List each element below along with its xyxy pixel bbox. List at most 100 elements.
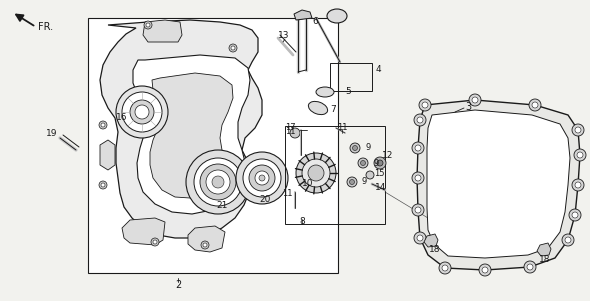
Polygon shape (417, 100, 580, 270)
Circle shape (412, 172, 424, 184)
Circle shape (243, 159, 281, 197)
Text: 18: 18 (430, 246, 441, 255)
Polygon shape (424, 234, 438, 247)
Text: 20: 20 (260, 194, 271, 203)
Circle shape (99, 121, 107, 129)
Circle shape (417, 235, 423, 241)
Circle shape (524, 261, 536, 273)
Circle shape (236, 152, 288, 204)
Bar (88, 18, 338, 273)
Circle shape (206, 170, 230, 194)
Text: 9: 9 (373, 159, 378, 167)
Circle shape (572, 124, 584, 136)
Circle shape (255, 171, 269, 185)
Circle shape (422, 102, 428, 108)
Text: 4: 4 (376, 66, 382, 75)
Text: 18: 18 (539, 256, 550, 265)
Circle shape (472, 97, 478, 103)
Circle shape (415, 145, 421, 151)
Circle shape (469, 94, 481, 106)
Circle shape (527, 264, 533, 270)
Circle shape (194, 158, 242, 206)
Text: 5: 5 (345, 88, 350, 97)
Text: FR.: FR. (38, 22, 53, 32)
Circle shape (479, 264, 491, 276)
Circle shape (144, 21, 152, 29)
Text: 15: 15 (374, 169, 385, 178)
Polygon shape (122, 218, 165, 245)
Polygon shape (133, 55, 250, 214)
Text: 8: 8 (299, 218, 305, 226)
Circle shape (412, 142, 424, 154)
Text: 17: 17 (285, 123, 296, 132)
Circle shape (442, 265, 448, 271)
Text: 19: 19 (46, 129, 58, 138)
Circle shape (238, 173, 242, 177)
Circle shape (116, 86, 168, 138)
Circle shape (302, 159, 330, 187)
Circle shape (290, 128, 300, 138)
Polygon shape (537, 243, 551, 256)
Circle shape (231, 46, 235, 50)
Bar (285, 126, 385, 224)
Circle shape (151, 238, 159, 246)
Text: 3: 3 (465, 102, 471, 112)
Circle shape (572, 179, 584, 191)
Circle shape (374, 157, 386, 169)
Circle shape (366, 171, 374, 179)
Polygon shape (188, 226, 225, 252)
Circle shape (130, 100, 154, 124)
Circle shape (419, 99, 431, 111)
Polygon shape (294, 10, 312, 20)
Circle shape (482, 267, 488, 273)
Circle shape (415, 207, 421, 213)
Circle shape (186, 150, 250, 214)
Circle shape (203, 243, 207, 247)
Circle shape (200, 164, 236, 200)
Circle shape (565, 237, 571, 243)
Circle shape (377, 160, 383, 166)
Text: 12: 12 (382, 150, 394, 160)
Circle shape (569, 209, 581, 221)
Circle shape (532, 102, 538, 108)
Polygon shape (150, 73, 233, 198)
Circle shape (349, 179, 355, 185)
Text: 9: 9 (365, 144, 371, 153)
Circle shape (572, 212, 578, 218)
Circle shape (347, 177, 357, 187)
Text: 2: 2 (175, 280, 181, 290)
Circle shape (358, 158, 368, 168)
Polygon shape (100, 140, 115, 170)
Circle shape (236, 171, 244, 179)
Ellipse shape (309, 101, 327, 115)
Circle shape (212, 176, 224, 188)
Circle shape (146, 23, 150, 27)
Circle shape (529, 99, 541, 111)
Circle shape (101, 183, 105, 187)
Bar (330, 63, 372, 91)
Circle shape (575, 182, 581, 188)
Circle shape (352, 145, 358, 150)
Text: 9: 9 (362, 178, 367, 187)
Text: 11: 11 (282, 188, 292, 197)
Text: 11: 11 (337, 123, 348, 132)
Text: 11: 11 (285, 128, 295, 136)
Polygon shape (427, 110, 570, 258)
Circle shape (99, 181, 107, 189)
Circle shape (414, 114, 426, 126)
Circle shape (101, 123, 105, 127)
Circle shape (296, 153, 336, 193)
Circle shape (135, 105, 149, 119)
Circle shape (229, 44, 237, 52)
Text: 13: 13 (278, 32, 290, 41)
Circle shape (412, 204, 424, 216)
Circle shape (562, 234, 574, 246)
Circle shape (249, 165, 275, 191)
Text: 7: 7 (330, 105, 336, 114)
Ellipse shape (316, 87, 334, 97)
Text: 21: 21 (217, 200, 228, 209)
Circle shape (308, 165, 324, 181)
Text: 16: 16 (116, 113, 128, 123)
Polygon shape (143, 20, 182, 42)
Circle shape (201, 241, 209, 249)
